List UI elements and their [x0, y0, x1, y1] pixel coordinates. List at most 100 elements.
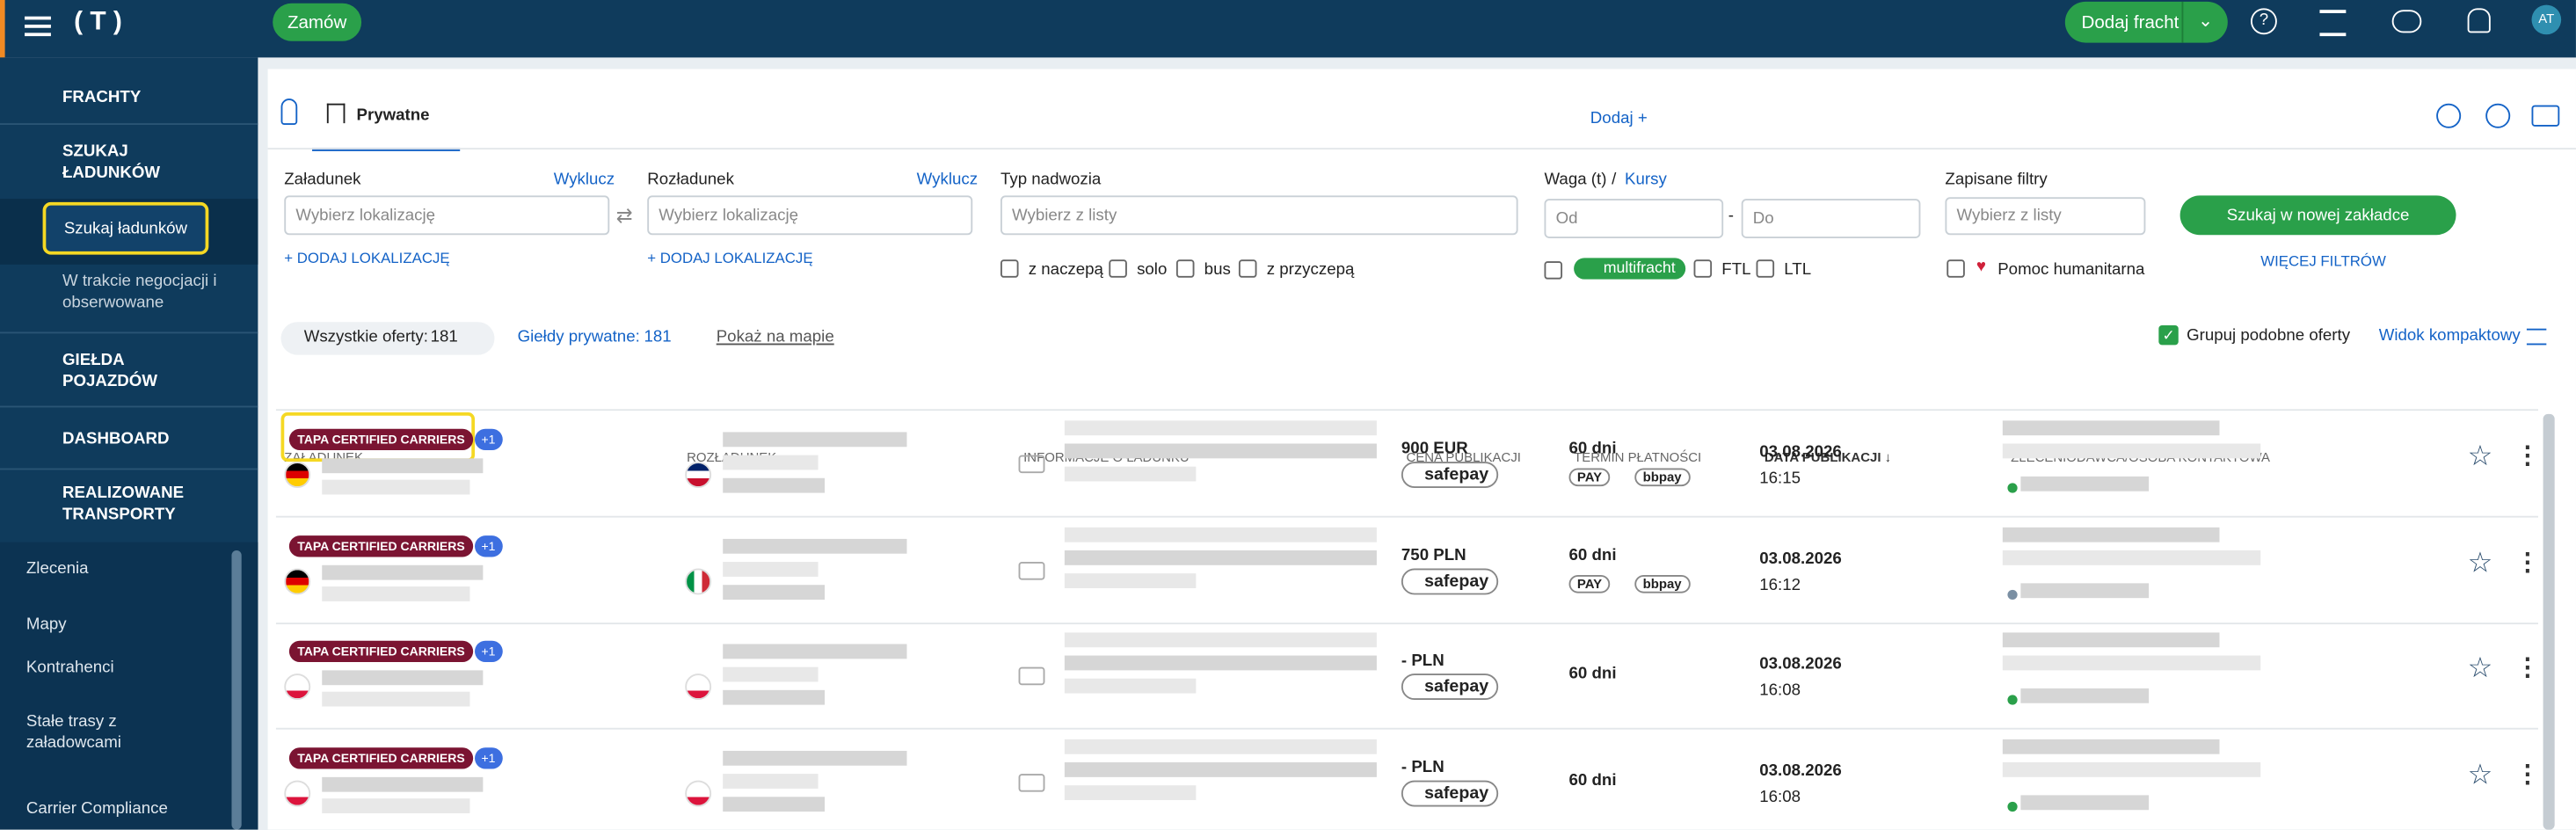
badge-count: +1 — [475, 746, 502, 768]
option-label: z przyczepą — [1266, 261, 1355, 280]
checkbox[interactable] — [1947, 259, 1965, 278]
menu-icon[interactable]: ⋮ — [2514, 548, 2540, 576]
star-icon[interactable]: ☆ — [2467, 546, 2493, 578]
nav-item[interactable]: FRACHTY — [62, 88, 142, 107]
count-label[interactable]: Giełdy prywatne: — [517, 328, 640, 347]
link[interactable]: WIĘCEJ FILTRÓW — [2260, 252, 2386, 270]
nav-item[interactable]: SZUKAJ ŁADUNKÓW — [62, 142, 161, 183]
nav-link[interactable]: Kontrahenci — [25, 659, 114, 677]
count-label: Wszystkie oferty: — [303, 328, 428, 347]
tasks-icon[interactable] — [2319, 10, 2347, 37]
input[interactable]: Wybierz lokalizację — [284, 195, 610, 236]
dropdown[interactable]: ⌄ — [2181, 1, 2228, 43]
checkbox[interactable] — [1693, 259, 1713, 278]
add-tab[interactable]: Dodaj + — [1590, 110, 1648, 128]
checkbox[interactable] — [1544, 261, 1563, 280]
link[interactable]: + DODAJ LOKALIZACJĘ — [284, 250, 450, 266]
safepay[interactable]: safepay — [1401, 673, 1499, 701]
checkbox[interactable] — [1756, 259, 1775, 278]
map-link[interactable]: Pokaż na mapie — [716, 328, 834, 347]
option-label: FTL — [1721, 261, 1751, 280]
redacted — [723, 689, 826, 705]
nav-link[interactable]: Stałe trasy z załadowcami — [25, 712, 121, 753]
nav-link[interactable]: Mapy — [25, 615, 67, 635]
nav-item[interactable]: DASHBOARD — [62, 430, 170, 449]
search-button[interactable]: Szukaj w nowej zakładce — [2179, 195, 2456, 236]
truck-icon — [1018, 773, 1045, 791]
tab[interactable]: Prywatne — [312, 69, 461, 151]
flag — [284, 779, 311, 806]
menu-icon[interactable]: ⋮ — [2514, 653, 2540, 682]
redacted — [1064, 550, 1377, 564]
table-row[interactable]: TAPA CERTIFIED CARRIERS +1 750 PLN safepay 6… — [275, 517, 2540, 624]
nav-link[interactable]: Zlecenia — [25, 560, 89, 579]
price: - PLN — [1401, 758, 1444, 776]
separator — [267, 148, 2576, 150]
input[interactable]: Wybierz lokalizację — [647, 195, 973, 236]
payment-method[interactable]: bbpay — [1634, 574, 1690, 593]
nav-item[interactable]: GIEŁDA POJAZDÓW — [62, 351, 157, 391]
nav-subitem[interactable]: W trakcie negocjacji i obserwowane — [62, 273, 217, 313]
link[interactable]: Widok kompaktowy — [2378, 326, 2521, 346]
label: Załadunek — [284, 171, 361, 189]
redacted — [1064, 466, 1197, 482]
checkbox[interactable] — [1109, 259, 1127, 278]
table-row[interactable]: TAPA CERTIFIED CARRIERS +1 - PLN safepay 60 … — [276, 729, 2540, 830]
safepay[interactable]: safepay — [1401, 567, 1499, 594]
star-icon[interactable]: ☆ — [2467, 440, 2493, 472]
link[interactable]: Wyklucz — [553, 171, 615, 189]
redacted — [2020, 794, 2150, 810]
star-icon[interactable]: ☆ — [2467, 758, 2493, 790]
truck-icon — [1018, 561, 1045, 579]
redacted — [2002, 761, 2261, 776]
bell-icon[interactable] — [2467, 8, 2491, 33]
input[interactable]: Od — [1544, 199, 1724, 238]
badge-count: +1 — [475, 640, 502, 663]
menu-icon[interactable]: ⋮ — [2514, 760, 2540, 788]
checkbox[interactable] — [1175, 259, 1195, 278]
history-icon[interactable] — [2436, 103, 2462, 128]
column-header[interactable]: DATA PUBLIKACJI ↓ — [1764, 449, 1892, 465]
archive-icon[interactable] — [2531, 105, 2560, 127]
nav-subitem[interactable]: Szukaj ładunków — [42, 201, 209, 255]
label: Waga (t) — [1544, 171, 1607, 189]
menu-icon[interactable]: ⋮ — [2514, 441, 2540, 470]
payment-method[interactable]: PAY — [1568, 468, 1611, 487]
flag — [284, 567, 311, 594]
link[interactable]: + DODAJ LOKALIZACJĘ — [647, 250, 813, 266]
person-icon[interactable] — [280, 98, 298, 126]
top-bar: ( T ) Zamów Dodaj fracht ⌄ ? AT — [0, 0, 2576, 58]
order-button[interactable]: Zamów — [273, 3, 362, 41]
avatar[interactable]: AT — [2531, 4, 2562, 35]
safepay[interactable]: safepay — [1401, 779, 1499, 806]
select[interactable]: Wybierz z listy — [1945, 197, 2146, 236]
redacted — [1064, 526, 1377, 542]
count[interactable]: 181 — [644, 328, 672, 347]
checkbox[interactable] — [1238, 259, 1257, 278]
safepay[interactable]: safepay — [1401, 462, 1499, 488]
payment-method[interactable]: bbpay — [1634, 468, 1690, 487]
check-icon[interactable] — [2485, 103, 2511, 128]
payment-method[interactable]: PAY — [1568, 574, 1611, 593]
nav-item[interactable]: REALIZOWANE TRANSPORTY — [62, 484, 185, 525]
chat-icon[interactable] — [2391, 10, 2422, 33]
dot — [2007, 695, 2018, 705]
nav-link[interactable]: Carrier Compliance — [25, 800, 168, 819]
link[interactable]: Kursy — [1625, 171, 1667, 189]
table-row[interactable]: TAPA CERTIFIED CARRIERS +1 900 EUR safepay 6… — [275, 411, 2540, 518]
star-icon[interactable]: ☆ — [2467, 652, 2493, 684]
add-freight-button[interactable]: Dodaj fracht ⌄ — [2064, 1, 2228, 43]
redacted — [322, 691, 470, 707]
help-icon[interactable]: ? — [2250, 8, 2277, 35]
checkbox[interactable] — [1000, 259, 1019, 278]
checkbox-checked[interactable]: ✓ — [2158, 324, 2179, 346]
table-row[interactable]: TAPA CERTIFIED CARRIERS +1 - PLN safepay 60 … — [275, 622, 2540, 730]
link[interactable]: Wyklucz — [916, 171, 979, 189]
menu-icon[interactable] — [25, 16, 51, 20]
redacted — [322, 586, 470, 601]
swap-icon[interactable]: ⇄ — [615, 203, 633, 227]
redacted — [2002, 526, 2220, 542]
select[interactable]: Wybierz z listy — [1000, 195, 1518, 236]
list-icon[interactable] — [2526, 328, 2547, 346]
input[interactable]: Do — [1741, 199, 1921, 238]
